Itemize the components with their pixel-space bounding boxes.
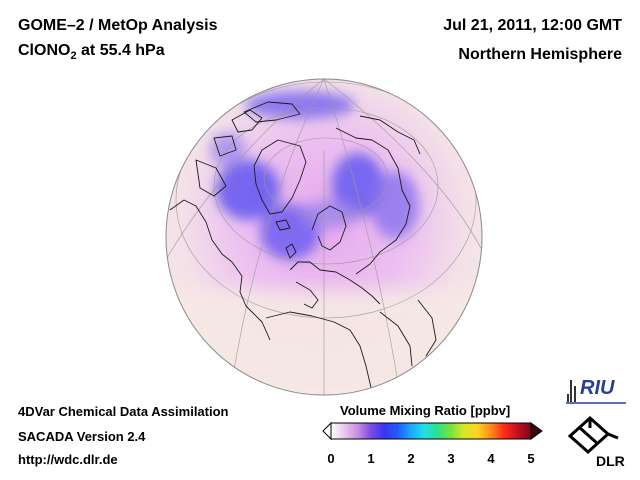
map-title: GOME–2 / MetOp Analysis [18,17,218,34]
coastlines [169,101,437,393]
analysis-datetime: Jul 21, 2011, 12:00 GMT [443,17,622,34]
low-latitude-band [166,290,482,395]
version-label: SACADA Version 2.4 [18,429,146,444]
colorbar-tick-4: 4 [487,451,495,466]
dlr-logo: DLR [567,415,625,469]
species-name: ClONO [18,42,71,59]
dlr-logo-text: DLR [596,453,625,469]
globe-map [165,78,483,396]
species-subscript: 2 [70,50,77,63]
map-subtitle: ClONO2 at 55.4 hPa [18,42,165,62]
colorbar-tick-1: 1 [367,451,375,466]
hemisphere-label: Northern Hemisphere [458,46,622,63]
pressure-level: at 55.4 hPa [76,42,165,59]
source-url: http://wdc.dlr.de [18,452,118,467]
colorbar-tick-2: 2 [407,451,415,466]
graticule [166,79,482,395]
riu-logo-text: RIU [580,377,615,399]
riu-logo: RIU [566,377,626,404]
colorbar-over-arrow [530,422,543,440]
colorbar-under-arrow [322,421,332,441]
colorbar-tick-5: 5 [527,451,535,466]
colorbar-scale [330,422,532,440]
colorbar-tick-0: 0 [327,451,335,466]
riu-logo-mark [566,380,626,404]
colorbar-title: Volume Mixing Ratio [ppbv] [340,403,511,418]
globe-outline [165,78,483,396]
colorbar-tick-3: 3 [447,451,455,466]
colorbar [322,421,543,441]
method-label: 4DVar Chemical Data Assimilation [18,404,229,419]
dlr-logo-mark [567,415,619,455]
